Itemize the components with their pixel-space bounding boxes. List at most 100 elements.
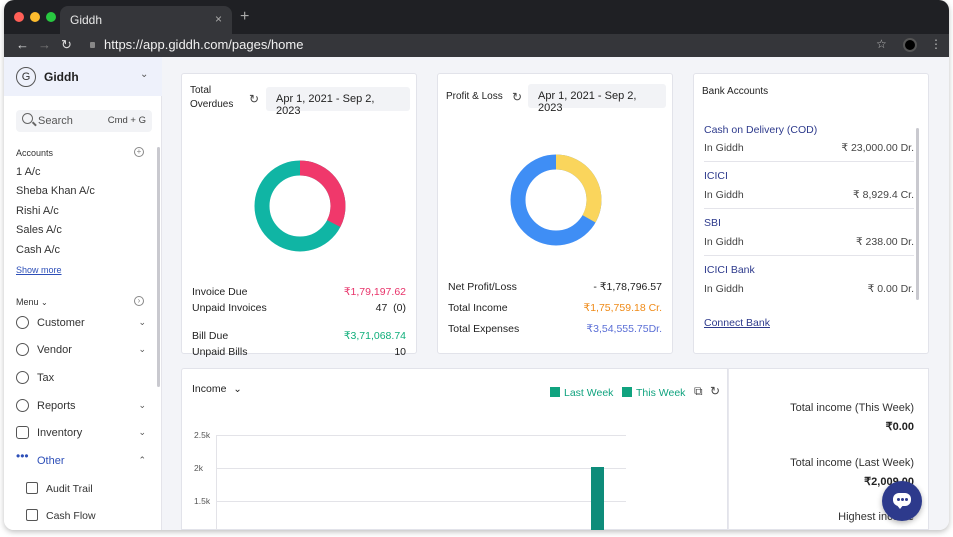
menu-item-customer[interactable]: Customer ⌄	[14, 314, 152, 334]
submenu-label: Cash Flow	[46, 510, 96, 522]
menu-label: Customer	[37, 317, 85, 329]
income-title: Income	[192, 383, 227, 395]
profile-icon[interactable]	[903, 38, 917, 52]
date-range-picker[interactable]: Apr 1, 2021 - Sep 2, 2023	[528, 84, 666, 114]
back-arrow-icon[interactable]: ←	[16, 37, 29, 52]
submenu-item-audit-trail[interactable]: Audit Trail	[26, 480, 152, 500]
y-tick-label: 2k	[194, 462, 203, 473]
dots-icon: •••	[16, 449, 29, 463]
submenu-item-cash-flow[interactable]: Cash Flow	[26, 507, 152, 527]
bank-account-source: In Giddh	[704, 236, 744, 248]
close-window-button[interactable]	[14, 12, 24, 22]
profit-loss-card: Profit & Loss ↻ Apr 1, 2021 - Sep 2, 202…	[437, 73, 673, 354]
menu-title[interactable]: Menu ⌄	[16, 297, 48, 307]
y-tick-label: 2.5k	[194, 430, 211, 440]
menu-item-inventory[interactable]: Inventory ⌄	[14, 424, 152, 444]
menu-item-vendor[interactable]: Vendor ⌄	[14, 341, 152, 361]
legend-this-week[interactable]: This Week	[622, 387, 685, 399]
new-tab-button[interactable]: +	[240, 8, 250, 25]
chat-button[interactable]	[882, 481, 922, 521]
divider	[704, 208, 914, 209]
url-field[interactable]: https://app.giddh.com/pages/home	[104, 37, 304, 52]
bank-account-source: In Giddh	[704, 142, 744, 154]
app-area: G Giddh ⌄ Search Cmd + G Accounts + 1 A/…	[4, 57, 949, 530]
tax-icon	[16, 371, 29, 384]
bank-account-name[interactable]: ICICI Bank	[704, 264, 755, 276]
cash-flow-icon	[26, 509, 38, 521]
sidebar: G Giddh ⌄ Search Cmd + G Accounts + 1 A/…	[4, 57, 162, 530]
divider	[704, 255, 914, 256]
bank-scrollbar[interactable]	[916, 128, 919, 300]
customer-icon	[16, 316, 29, 329]
invoice-due-value: ₹1,79,197.62	[343, 286, 406, 298]
bank-account-source: In Giddh	[704, 189, 744, 201]
add-account-icon[interactable]: +	[134, 147, 144, 157]
tab-bar: Giddh × +	[4, 0, 949, 34]
account-item[interactable]: Sales A/c	[16, 224, 62, 236]
income-dropdown[interactable]: Income ⌄	[192, 383, 242, 395]
overdues-title-line2: Overdues	[190, 99, 234, 110]
divider	[704, 161, 914, 162]
total-expenses-label: Total Expenses	[448, 323, 520, 335]
inventory-icon	[16, 426, 29, 439]
search-input[interactable]: Search Cmd + G	[16, 110, 152, 132]
legend-label: Last Week	[564, 387, 614, 399]
chevron-down-icon: ⌄	[41, 298, 48, 307]
sidebar-scrollbar[interactable]	[157, 147, 160, 387]
forward-arrow-icon[interactable]: →	[38, 37, 51, 52]
external-link-icon[interactable]: ⧉	[694, 384, 703, 398]
refresh-icon[interactable]: ↻	[710, 384, 721, 398]
bookmark-star-icon[interactable]: ☆	[876, 37, 887, 51]
address-bar: ← → ↻ https://app.giddh.com/pages/home ☆…	[4, 34, 949, 57]
overdues-title: Total Overdues	[190, 84, 233, 112]
bank-accounts-card: Bank Accounts Cash on Delivery (COD) In …	[693, 73, 929, 354]
bill-due-label: Bill Due	[192, 330, 229, 342]
bank-account-name[interactable]: ICICI	[704, 170, 728, 182]
connect-bank-link[interactable]: Connect Bank	[704, 317, 770, 329]
company-switcher[interactable]: G Giddh ⌄	[4, 57, 162, 96]
close-tab-icon[interactable]: ×	[214, 12, 222, 26]
date-range-picker[interactable]: Apr 1, 2021 - Sep 2, 2023	[266, 87, 410, 117]
browser-window: Giddh × + ← → ↻ https://app.giddh.com/pa…	[4, 0, 949, 530]
refresh-icon[interactable]: ↻	[249, 92, 260, 106]
refresh-icon[interactable]: ↻	[512, 90, 523, 104]
bank-account-name[interactable]: SBI	[704, 217, 721, 229]
account-item[interactable]: Rishi A/c	[16, 205, 59, 217]
show-more-link[interactable]: Show more	[16, 265, 62, 275]
company-avatar: G	[16, 67, 36, 87]
chevron-down-icon: ⌄	[138, 400, 146, 410]
more-menu-icon[interactable]: ⋮	[930, 37, 942, 51]
browser-tab[interactable]: Giddh ×	[60, 6, 232, 34]
overdues-donut	[254, 160, 346, 252]
chevron-down-icon: ⌄	[138, 427, 146, 437]
account-item[interactable]: Cash A/c	[16, 244, 61, 256]
legend-last-week[interactable]: Last Week	[550, 387, 613, 399]
menu-title-label: Menu	[16, 297, 39, 307]
bank-account-source: In Giddh	[704, 283, 744, 295]
bar-last-week[interactable]	[590, 467, 604, 530]
maximize-window-button[interactable]	[46, 12, 56, 22]
bill-due-value: ₹3,71,068.74	[343, 330, 406, 342]
total-income-value: ₹1,75,759.18 Cr.	[583, 302, 662, 314]
menu-info-icon[interactable]: ›	[134, 296, 144, 306]
bank-account-name[interactable]: Cash on Delivery (COD)	[704, 124, 818, 136]
audit-trail-icon	[26, 482, 38, 494]
income-card: Income ⌄ Last Week This Week ⧉ ↻ 2.5k 2k 1…	[181, 368, 728, 530]
accounts-title: Accounts	[16, 148, 54, 158]
account-item[interactable]: 1 A/c	[16, 166, 41, 178]
account-item[interactable]: Sheba Khan A/c	[16, 185, 95, 197]
menu-item-tax[interactable]: Tax	[14, 369, 152, 389]
bank-account-amount: ₹ 8,929.4 Cr.	[853, 189, 914, 201]
unpaid-bills-value: 10	[394, 346, 406, 358]
reload-icon[interactable]: ↻	[61, 37, 72, 52]
menu-label: Inventory	[37, 427, 83, 439]
total-income-this-week-value: ₹0.00	[885, 421, 914, 433]
y-axis-line	[216, 435, 217, 530]
minimize-window-button[interactable]	[30, 12, 40, 22]
gridline	[216, 435, 626, 436]
lock-icon	[90, 42, 95, 48]
menu-item-reports[interactable]: Reports ⌄	[14, 397, 152, 417]
tab-title: Giddh	[70, 13, 103, 27]
menu-item-other[interactable]: ••• Other ⌃	[14, 449, 152, 472]
total-income-last-week-label: Total income (Last Week)	[790, 457, 914, 469]
